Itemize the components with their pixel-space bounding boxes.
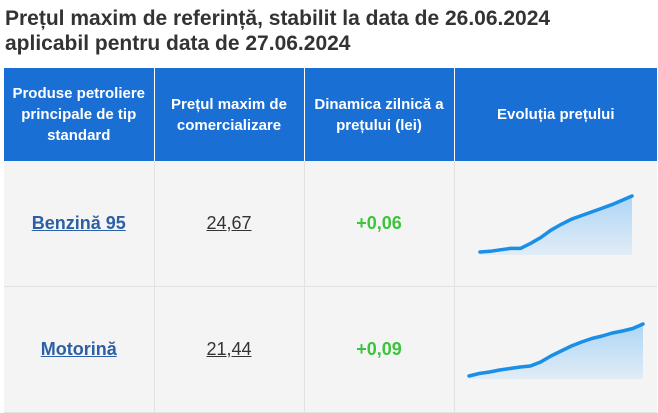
header-product: Produse petroliere principale de tip sta… <box>4 68 155 161</box>
price-evolution-sparkline-benzina-95 <box>478 193 634 255</box>
product-cell: Benzină 95 <box>4 161 155 287</box>
table-header-row: Produse petroliere principale de tip sta… <box>4 68 657 161</box>
header-max-price: Prețul maxim de comercializare <box>154 68 305 161</box>
daily-change-benzina-95: +0,06 <box>356 213 402 233</box>
table-row: Benzină 95 24,67 +0,06 <box>4 161 657 287</box>
product-link-motorina[interactable]: Motorină <box>40 339 117 359</box>
header-price-evolution: Evoluția prețului <box>454 68 657 161</box>
price-cell: 24,67 <box>154 161 305 287</box>
price-evolution-sparkline-motorina <box>467 321 645 379</box>
price-cell: 21,44 <box>154 286 305 413</box>
sparkline-area <box>479 195 632 255</box>
product-cell: Motorină <box>4 286 155 413</box>
price-link-motorina[interactable]: 21,44 <box>206 339 252 359</box>
fuel-price-table: Produse petroliere principale de tip sta… <box>4 68 657 413</box>
price-link-benzina-95[interactable]: 24,67 <box>206 213 252 233</box>
product-link-benzina-95[interactable]: Benzină 95 <box>31 213 126 233</box>
header-daily-change: Dinamica zilnică a prețului (lei) <box>304 68 455 161</box>
page-title-line-2: aplicabil pentru data de 27.06.2024 <box>5 32 351 55</box>
change-cell: +0,09 <box>304 286 455 413</box>
change-cell: +0,06 <box>304 161 455 287</box>
table-row: Motorină 21,44 +0,09 <box>4 286 657 413</box>
page-title: Prețul maxim de referință, stabilit la d… <box>5 6 655 56</box>
evolution-cell <box>454 161 657 287</box>
page-title-line-1: Prețul maxim de referință, stabilit la d… <box>5 7 551 30</box>
sparkline-line <box>478 193 634 254</box>
sparkline-line <box>467 321 645 378</box>
evolution-cell <box>454 286 657 413</box>
daily-change-motorina: +0,09 <box>356 339 402 359</box>
